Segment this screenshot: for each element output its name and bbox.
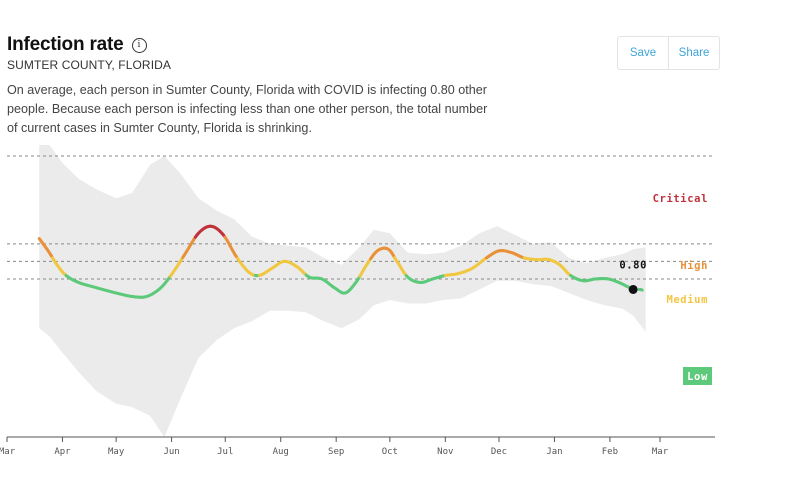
- x-tick-label: Jul: [217, 447, 233, 457]
- x-tick-label: Mar: [652, 447, 669, 457]
- zone-badge-low: [683, 367, 712, 385]
- title-row: Infection rate i: [7, 34, 147, 56]
- zone-label-medium: Medium: [666, 294, 708, 306]
- info-icon[interactable]: i: [131, 37, 147, 53]
- location-subtitle: SUMTER COUNTY, FLORIDA: [7, 58, 171, 72]
- zone-label-low: Low: [687, 371, 708, 383]
- x-tick-label: May: [108, 447, 125, 457]
- x-tick-label: Nov: [437, 447, 453, 457]
- zone-label-critical: Critical: [653, 193, 708, 205]
- projection-line: [638, 287, 648, 293]
- confidence-band: [39, 145, 646, 437]
- x-tick-label: Oct: [382, 447, 398, 457]
- current-value-label: 0.80: [619, 259, 647, 271]
- current-value-marker: [628, 284, 638, 294]
- x-tick-label: Sep: [328, 447, 344, 457]
- description-text: On average, each person in Sumter County…: [7, 83, 488, 135]
- page-title: Infection rate: [7, 34, 124, 55]
- x-tick-label: Dec: [491, 447, 507, 457]
- share-button[interactable]: Share: [668, 37, 719, 69]
- x-tick-label: Mar: [0, 447, 16, 457]
- zone-label-high: High: [680, 260, 708, 272]
- infection-rate-chart: 0.80 Mar Apr May Jun Jul Aug Sep Oct Nov Dec Jan Fe…: [0, 145, 715, 457]
- x-tick-label: Feb: [602, 447, 618, 457]
- x-tick-label: Aug: [273, 447, 289, 457]
- save-button[interactable]: Save: [629, 47, 657, 59]
- x-tick-label: Jun: [163, 447, 179, 457]
- action-buttons: Save Share: [617, 36, 720, 70]
- x-tick-label: Apr: [54, 447, 71, 457]
- x-tick-label: Jan: [546, 447, 562, 457]
